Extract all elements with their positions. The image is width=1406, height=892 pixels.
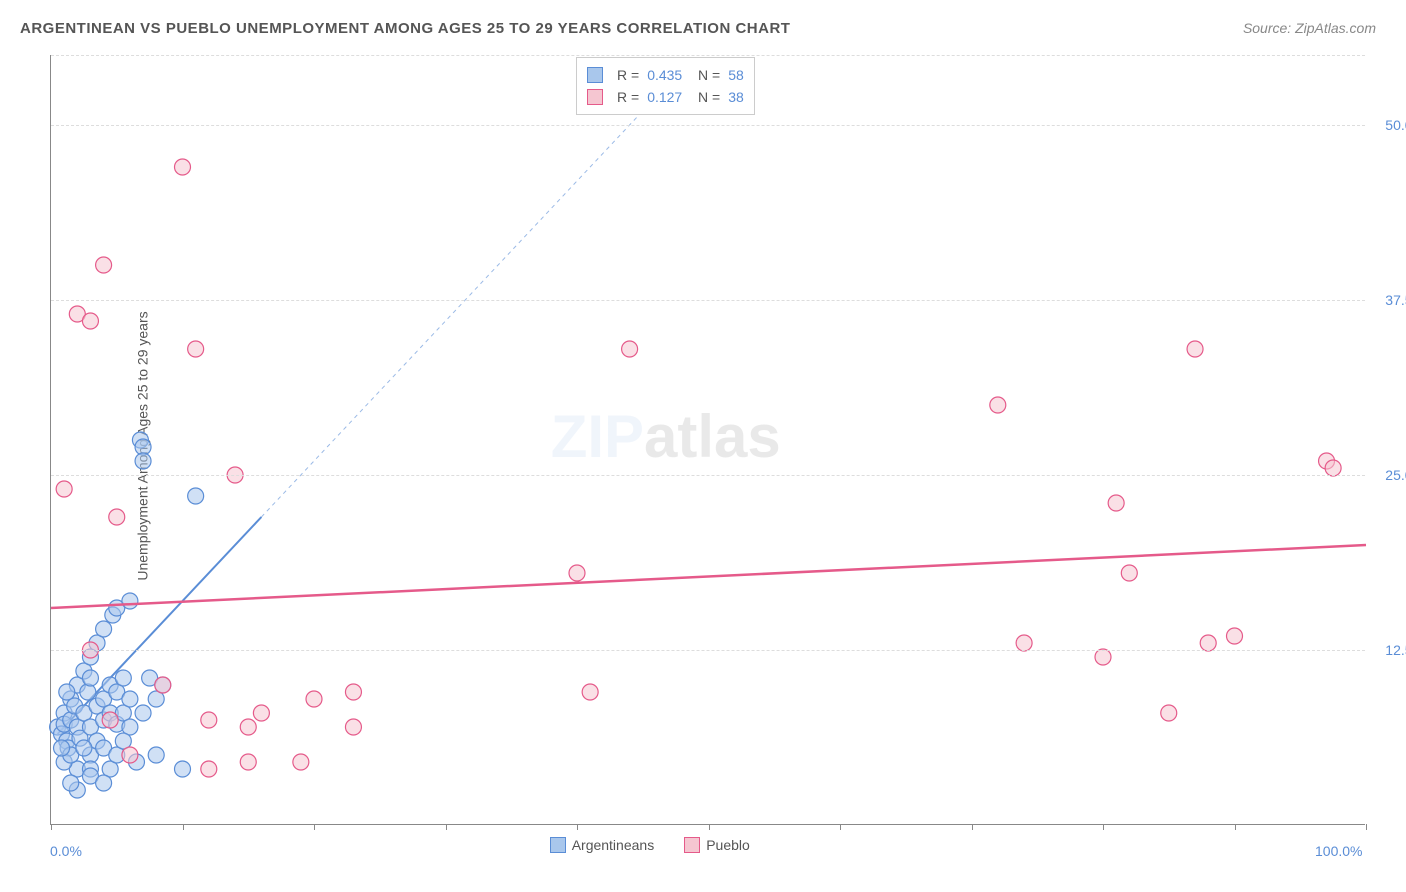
legend-label: Pueblo (706, 837, 750, 853)
y-tick-label: 25.0% (1370, 467, 1406, 483)
scatter-point (569, 565, 585, 581)
gridline (51, 125, 1365, 126)
series-legend: Argentineans Pueblo (550, 837, 750, 853)
x-axis-max-label: 100.0% (1315, 843, 1362, 859)
plot-area: ZIPatlas 12.5%25.0%37.5%50.0% (50, 55, 1365, 825)
x-tick (446, 824, 447, 830)
legend-item: Argentineans (550, 837, 655, 853)
scatter-point (240, 719, 256, 735)
stats-swatch (587, 67, 603, 83)
scatter-point (135, 705, 151, 721)
scatter-point (175, 761, 191, 777)
x-tick (1366, 824, 1367, 830)
r-value: 0.435 (647, 64, 682, 86)
scatter-point (1200, 635, 1216, 651)
gridline (51, 55, 1365, 56)
stats-row: R = 0.435 N = 58 (587, 64, 744, 86)
chart-container: ARGENTINEAN VS PUEBLO UNEMPLOYMENT AMONG… (0, 0, 1406, 892)
y-tick-label: 37.5% (1370, 292, 1406, 308)
x-tick (577, 824, 578, 830)
x-tick (314, 824, 315, 830)
scatter-point (240, 754, 256, 770)
scatter-point (1187, 341, 1203, 357)
scatter-point (122, 747, 138, 763)
r-label: R = (617, 86, 639, 108)
scatter-point (345, 719, 361, 735)
scatter-point (188, 488, 204, 504)
legend-label: Argentineans (572, 837, 655, 853)
n-value: 38 (728, 86, 744, 108)
scatter-point (59, 684, 75, 700)
scatter-point (76, 740, 92, 756)
scatter-point (63, 775, 79, 791)
scatter-point (96, 621, 112, 637)
scatter-svg (51, 55, 1366, 825)
n-value: 58 (728, 64, 744, 86)
legend-swatch (550, 837, 566, 853)
stats-swatch (587, 89, 603, 105)
stats-legend-box: R = 0.435 N = 58 R = 0.127 N = 38 (576, 57, 755, 115)
scatter-point (1325, 460, 1341, 476)
scatter-point (1161, 705, 1177, 721)
scatter-point (175, 159, 191, 175)
y-tick-label: 50.0% (1370, 117, 1406, 133)
scatter-point (1108, 495, 1124, 511)
scatter-point (345, 684, 361, 700)
n-label: N = (690, 64, 720, 86)
scatter-point (582, 684, 598, 700)
scatter-point (109, 509, 125, 525)
scatter-point (80, 684, 96, 700)
scatter-point (622, 341, 638, 357)
scatter-point (293, 754, 309, 770)
y-tick-label: 12.5% (1370, 642, 1406, 658)
scatter-point (135, 453, 151, 469)
x-tick (183, 824, 184, 830)
x-tick (1235, 824, 1236, 830)
x-tick (1103, 824, 1104, 830)
x-tick (840, 824, 841, 830)
scatter-point (1227, 628, 1243, 644)
source-attribution: Source: ZipAtlas.com (1243, 20, 1376, 36)
scatter-point (96, 257, 112, 273)
scatter-point (1095, 649, 1111, 665)
scatter-point (102, 712, 118, 728)
scatter-point (155, 677, 171, 693)
scatter-point (96, 775, 112, 791)
x-tick (51, 824, 52, 830)
scatter-point (122, 691, 138, 707)
scatter-point (990, 397, 1006, 413)
legend-item: Pueblo (684, 837, 750, 853)
scatter-point (188, 341, 204, 357)
scatter-point (306, 691, 322, 707)
trend-line (51, 545, 1366, 608)
scatter-point (1121, 565, 1137, 581)
chart-title: ARGENTINEAN VS PUEBLO UNEMPLOYMENT AMONG… (20, 20, 790, 37)
scatter-point (122, 593, 138, 609)
scatter-point (1016, 635, 1032, 651)
scatter-point (253, 705, 269, 721)
gridline (51, 475, 1365, 476)
scatter-point (82, 313, 98, 329)
x-axis-min-label: 0.0% (50, 843, 82, 859)
gridline (51, 300, 1365, 301)
legend-swatch (684, 837, 700, 853)
r-label: R = (617, 64, 639, 86)
scatter-point (201, 712, 217, 728)
gridline (51, 650, 1365, 651)
x-tick (709, 824, 710, 830)
stats-row: R = 0.127 N = 38 (587, 86, 744, 108)
scatter-point (148, 747, 164, 763)
x-tick (972, 824, 973, 830)
scatter-point (56, 481, 72, 497)
n-label: N = (690, 86, 720, 108)
scatter-point (201, 761, 217, 777)
scatter-point (82, 670, 98, 686)
r-value: 0.127 (647, 86, 682, 108)
scatter-point (115, 670, 131, 686)
scatter-point (54, 740, 70, 756)
